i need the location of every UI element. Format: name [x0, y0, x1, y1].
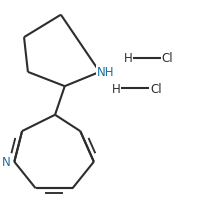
- Text: Cl: Cl: [162, 52, 173, 65]
- Text: N: N: [2, 156, 11, 169]
- Text: H: H: [112, 82, 121, 95]
- Text: Cl: Cl: [150, 82, 162, 95]
- Text: NH: NH: [97, 66, 114, 79]
- Text: H: H: [123, 52, 132, 65]
